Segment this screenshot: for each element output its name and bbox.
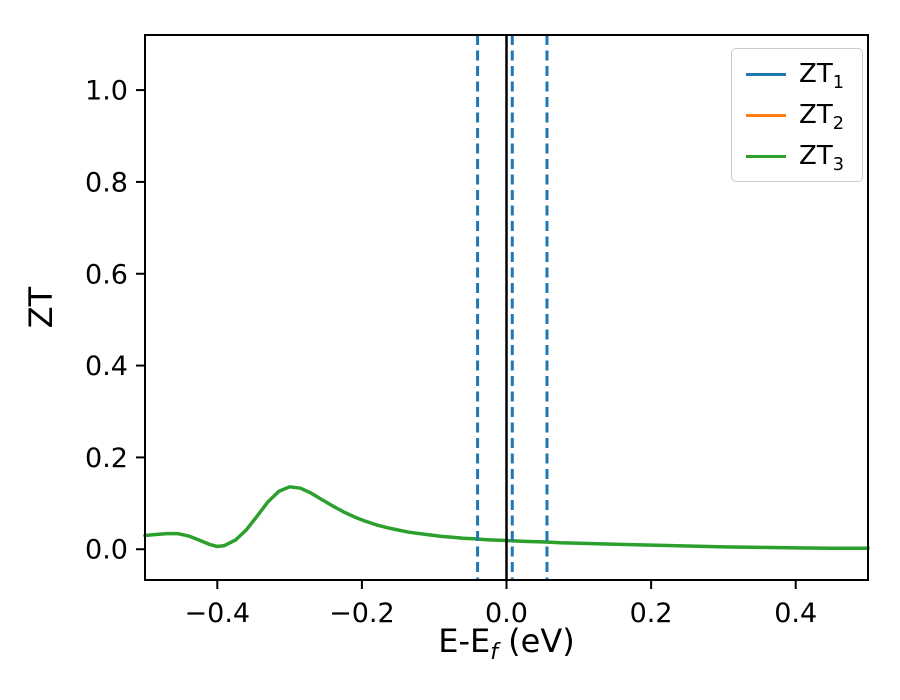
legend-entry-ZT2: ZT2 bbox=[746, 100, 844, 135]
y-tick-label: 0.6 bbox=[85, 259, 128, 290]
legend-entry-ZT3: ZT3 bbox=[746, 141, 844, 176]
series-curve-ZT3 bbox=[143, 485, 870, 551]
y-tick-label: 0.8 bbox=[85, 167, 128, 198]
legend-label: ZT1 bbox=[799, 59, 844, 94]
legend-entry-ZT1: ZT1 bbox=[746, 59, 844, 94]
x-tick-label: −0.2 bbox=[329, 598, 395, 629]
x-tick-label: 0.2 bbox=[630, 598, 673, 629]
y-tick-label: 0.4 bbox=[85, 351, 128, 382]
x-tick-label: 0.4 bbox=[774, 598, 817, 629]
x-axis-label: E-Ef (eV) bbox=[438, 622, 574, 665]
y-axis-label: ZT bbox=[22, 286, 60, 328]
legend-line-sample bbox=[746, 72, 787, 76]
x-tick-label: 0.0 bbox=[485, 598, 528, 629]
legend-label: ZT2 bbox=[799, 100, 844, 135]
y-tick-label: 1.0 bbox=[85, 76, 128, 107]
y-tick-label: 0.2 bbox=[85, 443, 128, 474]
legend-line-sample bbox=[746, 113, 787, 117]
legend-line-sample bbox=[746, 154, 787, 158]
y-tick-label: 0.0 bbox=[85, 535, 128, 566]
legend-label: ZT3 bbox=[799, 141, 844, 176]
legend-box: ZT1 ZT2 ZT3 bbox=[731, 48, 863, 182]
x-tick-label: −0.4 bbox=[185, 598, 251, 629]
